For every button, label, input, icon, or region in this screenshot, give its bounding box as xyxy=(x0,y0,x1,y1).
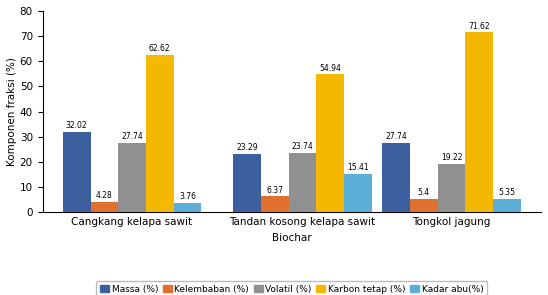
Text: 5.4: 5.4 xyxy=(418,188,430,197)
Bar xyxy=(233,154,261,212)
Text: 5.35: 5.35 xyxy=(499,189,516,197)
Bar xyxy=(438,164,465,212)
Y-axis label: Komponen fraksi (%): Komponen fraksi (%) xyxy=(7,57,17,166)
Text: 23.29: 23.29 xyxy=(236,143,258,152)
Bar xyxy=(63,132,90,212)
Text: 19.22: 19.22 xyxy=(441,153,463,163)
Bar xyxy=(316,74,344,212)
Text: 27.74: 27.74 xyxy=(385,132,407,141)
Bar xyxy=(493,199,521,212)
Bar xyxy=(90,201,118,212)
Bar xyxy=(146,55,174,212)
Text: 3.76: 3.76 xyxy=(179,192,196,201)
Bar xyxy=(174,203,201,212)
Bar xyxy=(410,199,438,212)
Legend: Massa (%), Kelembaban (%), Volatil (%), Karbon tetap (%), Kadar abu(%): Massa (%), Kelembaban (%), Volatil (%), … xyxy=(96,281,487,295)
Bar xyxy=(465,32,493,212)
Text: 23.74: 23.74 xyxy=(292,142,313,151)
Bar xyxy=(289,153,316,212)
Bar xyxy=(344,173,372,212)
Text: 6.37: 6.37 xyxy=(266,186,283,195)
Text: 62.62: 62.62 xyxy=(149,44,170,53)
Text: 32.02: 32.02 xyxy=(66,121,88,130)
Text: 15.41: 15.41 xyxy=(347,163,369,172)
Text: 27.74: 27.74 xyxy=(121,132,143,141)
Text: 4.28: 4.28 xyxy=(96,191,113,200)
X-axis label: Biochar: Biochar xyxy=(272,233,312,243)
Text: 54.94: 54.94 xyxy=(319,63,341,73)
Bar xyxy=(383,142,410,212)
Bar xyxy=(261,196,289,212)
Text: 71.62: 71.62 xyxy=(469,22,490,31)
Bar xyxy=(118,142,146,212)
